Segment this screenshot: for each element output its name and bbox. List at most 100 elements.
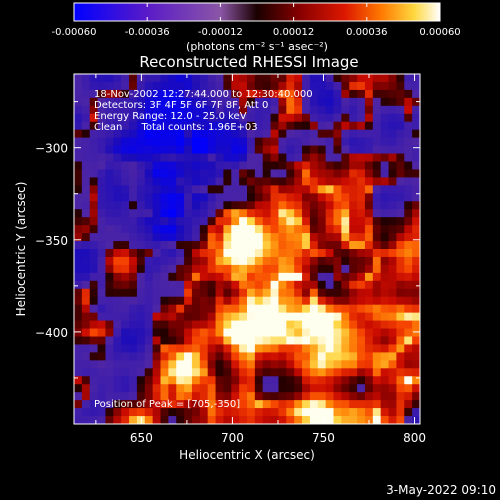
heatmap-cell <box>74 392 83 401</box>
heatmap-cell <box>144 344 154 353</box>
heatmap-cell <box>215 153 225 163</box>
heatmap-cell <box>223 113 232 123</box>
heatmap-cell <box>113 328 122 338</box>
heatmap-cell <box>302 193 311 202</box>
heatmap-cell <box>302 320 311 330</box>
heatmap-cell <box>152 368 162 377</box>
heatmap-cell <box>270 185 280 194</box>
heatmap-cell <box>160 137 169 147</box>
heatmap-cell <box>333 344 342 353</box>
heatmap-cell <box>168 241 177 250</box>
heatmap-cell <box>191 312 201 322</box>
heatmap-cell <box>160 320 169 330</box>
heatmap-cell <box>278 344 287 353</box>
heatmap-cell <box>176 320 185 330</box>
heatmap-cell <box>89 312 99 322</box>
heatmap-cell <box>333 288 342 298</box>
heatmap-cell <box>223 249 232 258</box>
heatmap-cell <box>176 225 185 234</box>
heatmap-cell <box>302 121 311 131</box>
heatmap-cell <box>144 400 154 409</box>
heatmap-cell <box>262 360 272 369</box>
annotation-clean-counts: Clean Total counts: 1.96E+03 <box>94 122 258 133</box>
heatmap-cell <box>223 288 232 298</box>
heatmap-cell <box>74 169 83 178</box>
heatmap-cell <box>74 376 83 385</box>
heatmap-cell <box>364 320 374 330</box>
heatmap-cell <box>341 209 350 218</box>
heatmap-cell <box>239 312 248 322</box>
heatmap-cell <box>160 129 169 139</box>
heatmap-cell <box>152 249 162 258</box>
heatmap-cell <box>302 89 311 99</box>
heatmap-cell <box>223 81 232 91</box>
heatmap-cell <box>160 312 169 322</box>
heatmap-cell <box>168 193 177 202</box>
heatmap-cell <box>129 344 138 353</box>
heatmap-cell <box>152 264 162 274</box>
heatmap-cell <box>176 272 185 282</box>
heatmap-cell <box>254 153 264 163</box>
heatmap-cell <box>317 352 327 361</box>
heatmap-cell <box>372 344 382 353</box>
heatmap-cell <box>144 121 154 131</box>
heatmap-cell <box>325 368 335 377</box>
heatmap-cell <box>325 121 335 131</box>
heatmap-cell <box>199 153 209 163</box>
heatmap-cell <box>388 137 398 147</box>
heatmap-cell <box>341 256 350 266</box>
heatmap-cell <box>357 288 366 298</box>
heatmap-cell <box>105 368 114 377</box>
heatmap-cell <box>239 304 248 314</box>
heatmap-cell <box>223 89 232 99</box>
heatmap-cell <box>341 400 350 409</box>
heatmap-cell <box>404 360 413 369</box>
heatmap-cell <box>254 296 264 306</box>
heatmap-cell <box>309 296 319 306</box>
heatmap-cell <box>81 145 91 155</box>
heatmap-cell <box>294 392 303 401</box>
heatmap-cell <box>105 129 114 139</box>
heatmap-cell <box>294 360 303 369</box>
heatmap-cell <box>81 256 91 266</box>
heatmap-cell <box>152 328 162 338</box>
heatmap-cell <box>412 264 420 274</box>
heatmap-cell <box>278 272 287 282</box>
heatmap-cell <box>270 217 280 226</box>
heatmap-cell <box>404 280 413 290</box>
heatmap-cell <box>278 145 287 155</box>
heatmap-cell <box>113 312 122 322</box>
heatmap-cell <box>333 217 342 226</box>
heatmap-cell <box>129 225 138 234</box>
heatmap-cell <box>121 225 130 234</box>
heatmap-cell <box>184 328 193 338</box>
heatmap-cell <box>144 376 154 385</box>
heatmap-cell <box>262 344 272 353</box>
heatmap-cell <box>215 137 225 147</box>
heatmap-cell <box>286 89 295 99</box>
heatmap-cell <box>278 233 287 242</box>
heatmap-cell <box>247 209 256 218</box>
heatmap-cell <box>294 241 303 250</box>
heatmap-cell <box>184 225 193 234</box>
heatmap-cell <box>152 113 162 123</box>
heatmap-cell <box>97 392 107 401</box>
heatmap-cell <box>380 177 390 186</box>
heatmap-cell <box>364 113 374 123</box>
heatmap-cell <box>207 169 217 178</box>
heatmap-cell <box>404 89 413 99</box>
x-tick-label: 750 <box>312 431 335 445</box>
heatmap-cell <box>105 272 114 282</box>
heatmap-cell <box>247 288 256 298</box>
heatmap-cell <box>81 233 91 242</box>
heatmap-cell <box>286 368 295 377</box>
heatmap-cell <box>168 328 177 338</box>
heatmap-cell <box>270 304 280 314</box>
heatmap-cell <box>239 209 248 218</box>
heatmap-cell <box>184 241 193 250</box>
heatmap-cell <box>81 344 91 353</box>
heatmap-cell <box>388 304 398 314</box>
heatmap-cell <box>121 368 130 377</box>
heatmap-cell <box>364 153 374 163</box>
heatmap-cell <box>262 169 272 178</box>
